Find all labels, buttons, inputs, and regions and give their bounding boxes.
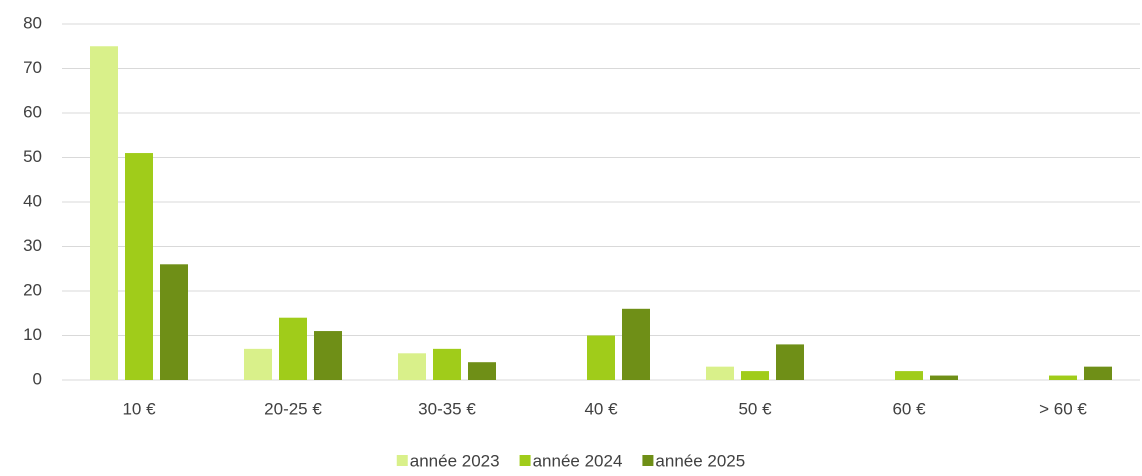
bar <box>160 264 188 380</box>
legend-label: année 2024 <box>533 451 623 470</box>
x-tick-label: 40 € <box>584 399 618 418</box>
bar <box>741 371 769 380</box>
y-tick-label: 60 <box>23 102 42 121</box>
x-tick-label: > 60 € <box>1039 399 1087 418</box>
legend-label: année 2025 <box>655 451 745 470</box>
x-tick-label: 20-25 € <box>264 399 322 418</box>
x-tick-label: 50 € <box>738 399 772 418</box>
bar <box>125 153 153 380</box>
y-tick-label: 40 <box>23 191 42 210</box>
bar <box>90 46 118 380</box>
bar <box>1049 375 1077 380</box>
legend-swatch <box>396 455 408 466</box>
y-tick-label: 10 <box>23 325 42 344</box>
y-tick-label: 50 <box>23 147 42 166</box>
bar <box>244 348 272 380</box>
y-tick-label: 70 <box>23 58 42 77</box>
bar <box>706 366 734 380</box>
x-tick-label: 30-35 € <box>418 399 476 418</box>
y-tick-label: 30 <box>23 236 42 255</box>
x-tick-label: 60 € <box>892 399 926 418</box>
bar <box>433 348 461 380</box>
y-tick-label: 0 <box>33 369 42 388</box>
bar <box>314 331 342 380</box>
bar <box>930 375 958 380</box>
legend-label: année 2023 <box>410 451 500 470</box>
bar <box>622 308 650 380</box>
y-tick-label: 80 <box>23 13 42 32</box>
bar <box>587 335 615 380</box>
bar <box>776 344 804 380</box>
bar <box>398 353 426 380</box>
bar <box>895 371 923 380</box>
x-tick-label: 10 € <box>122 399 156 418</box>
bar <box>1084 366 1112 380</box>
legend-swatch <box>519 455 531 466</box>
bar <box>279 317 307 380</box>
legend-swatch <box>642 455 654 466</box>
y-tick-label: 20 <box>23 280 42 299</box>
bar <box>468 362 496 380</box>
